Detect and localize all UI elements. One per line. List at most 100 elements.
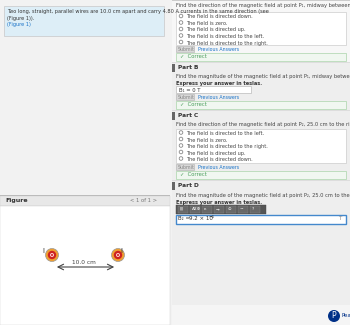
Text: →: → [216, 207, 219, 211]
Text: Part B: Part B [178, 65, 198, 70]
Bar [172, 181, 350, 325]
Circle shape [48, 251, 56, 259]
Bar [176, 94, 194, 100]
Circle shape [46, 249, 58, 262]
Bar [172, 0, 350, 325]
Text: 10.0 cm: 10.0 cm [72, 260, 96, 265]
Circle shape [179, 27, 183, 31]
Circle shape [179, 137, 183, 141]
Text: Submit: Submit [177, 47, 195, 52]
Text: I: I [120, 248, 122, 254]
Text: Previous Answers: Previous Answers [198, 95, 239, 100]
Bar [176, 171, 346, 179]
Bar [178, 206, 188, 213]
Bar [172, 0, 350, 1]
Text: −6: −6 [209, 214, 215, 218]
Text: 9.2 × 10: 9.2 × 10 [189, 216, 213, 222]
Text: Part C: Part C [178, 113, 198, 118]
Text: T: T [338, 216, 341, 222]
Bar [250, 206, 260, 213]
Bar [172, 111, 350, 201]
Bar [176, 101, 346, 109]
Text: The field is directed up.: The field is directed up. [186, 150, 246, 155]
Text: The field is directed to the right.: The field is directed to the right. [186, 41, 268, 46]
Text: Previous Answers: Previous Answers [198, 165, 239, 170]
Bar [238, 206, 248, 213]
Text: AΣΦ: AΣΦ [191, 207, 201, 211]
Bar [214, 206, 224, 213]
Circle shape [179, 21, 183, 24]
Text: (Figure 1): (Figure 1) [7, 22, 31, 27]
Bar [176, 164, 194, 170]
Text: Submit: Submit [177, 95, 195, 100]
Text: Find the direction of the magnetic field at point P₁, midway between the wires.: Find the direction of the magnetic field… [176, 3, 350, 8]
Text: Pearson: Pearson [341, 313, 350, 318]
Text: P: P [332, 311, 336, 320]
Circle shape [179, 40, 183, 44]
Bar [172, 305, 350, 325]
Text: |||: ||| [180, 207, 184, 211]
Text: The field is directed down.: The field is directed down. [186, 157, 253, 162]
Text: Find the magnitude of the magnetic field at point P₁, midway between the wires.: Find the magnitude of the magnetic field… [176, 74, 350, 79]
Bar [172, 110, 350, 111]
Circle shape [179, 157, 183, 160]
Text: ✓  Correct: ✓ Correct [180, 55, 207, 59]
Bar [172, 180, 350, 181]
Bar [202, 206, 212, 213]
Text: The field is directed down.: The field is directed down. [186, 15, 253, 20]
Text: κ: κ [203, 207, 206, 211]
Bar [176, 46, 194, 52]
Text: Previous Answers: Previous Answers [198, 47, 239, 52]
Bar [0, 195, 170, 196]
Text: Submit: Submit [177, 165, 195, 170]
Text: ∼: ∼ [239, 207, 243, 211]
Text: Find the magnitude of the magnetic field at point P₂, 25.0 cm to the right of P₁: Find the magnitude of the magnetic field… [176, 193, 350, 198]
Text: The field is directed to the right.: The field is directed to the right. [186, 144, 268, 149]
Text: The field is directed to the left.: The field is directed to the left. [186, 131, 264, 136]
Bar [172, 62, 350, 63]
Circle shape [50, 253, 54, 257]
Text: B₁ = 0 T: B₁ = 0 T [179, 87, 201, 93]
Bar [176, 129, 346, 163]
Bar [0, 0, 170, 325]
Text: ✓  Correct: ✓ Correct [180, 102, 207, 108]
Circle shape [179, 14, 183, 18]
Bar [172, 63, 350, 118]
Text: The field is zero.: The field is zero. [186, 21, 228, 26]
Text: Express your answer in teslas.: Express your answer in teslas. [176, 81, 262, 86]
Circle shape [51, 254, 53, 256]
Text: Figure: Figure [5, 198, 28, 203]
Text: B₂ =: B₂ = [178, 216, 190, 222]
Circle shape [112, 249, 125, 262]
Circle shape [114, 251, 122, 259]
Circle shape [117, 254, 119, 256]
Text: The field is directed to the left.: The field is directed to the left. [186, 34, 264, 39]
Bar [190, 206, 200, 213]
Bar [0, 206, 170, 325]
Bar [0, 196, 170, 206]
Circle shape [328, 310, 340, 322]
Text: ⊙: ⊙ [228, 207, 231, 211]
Circle shape [179, 150, 183, 154]
Bar [176, 12, 346, 45]
Bar [172, 112, 175, 120]
Text: ✓  Correct: ✓ Correct [180, 173, 207, 177]
Text: ?: ? [252, 207, 254, 211]
Text: Part D: Part D [178, 183, 199, 188]
Text: (Figure 1)).: (Figure 1)). [7, 16, 34, 21]
Circle shape [179, 34, 183, 37]
Text: < 1 of 1 >: < 1 of 1 > [130, 198, 157, 203]
Circle shape [116, 253, 120, 257]
Bar [226, 206, 236, 213]
Text: Express your answer in teslas.: Express your answer in teslas. [176, 200, 262, 205]
Bar [4, 6, 164, 36]
Bar [176, 215, 346, 224]
Circle shape [179, 131, 183, 134]
Bar [172, 182, 175, 190]
Text: I: I [42, 248, 44, 254]
Bar [172, 64, 175, 72]
Bar [176, 86, 251, 93]
Text: The field is zero.: The field is zero. [186, 137, 228, 142]
Text: The field is directed up.: The field is directed up. [186, 28, 246, 32]
Text: Two long, straight, parallel wires are 10.0 cm apart and carry 4.80 A currents i: Two long, straight, parallel wires are 1… [7, 9, 269, 14]
